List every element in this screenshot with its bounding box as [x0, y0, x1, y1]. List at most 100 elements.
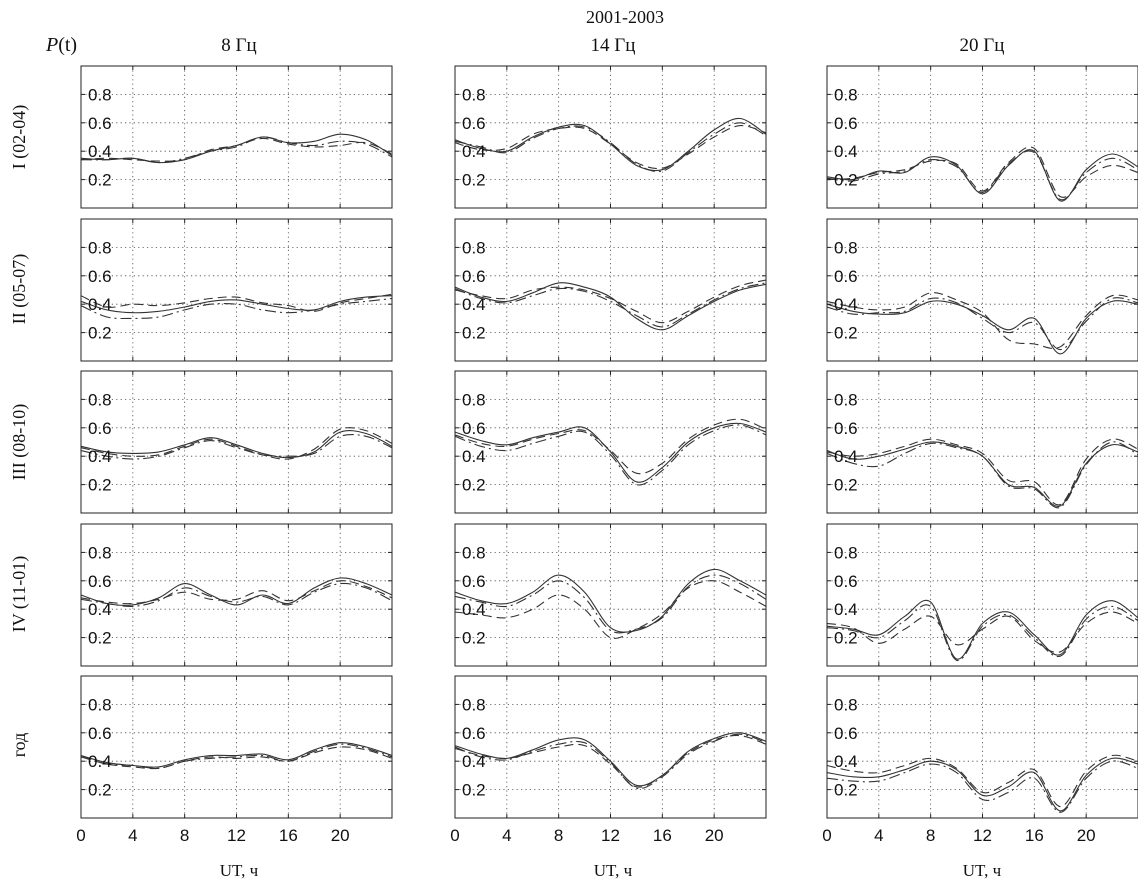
x-tick-label: 12 — [227, 826, 246, 845]
y-tick-label: 0.8 — [462, 695, 486, 714]
y-tick-label: 0.2 — [834, 171, 858, 190]
series-line-dashdot — [455, 424, 766, 486]
y-tick-label: 0.4 — [462, 142, 486, 161]
series-line-solid — [455, 422, 766, 483]
y-tick-label: 0.6 — [88, 267, 112, 286]
y-tick-label: 0.4 — [88, 142, 112, 161]
y-tick-label: 0.4 — [462, 295, 486, 314]
y-tick-label: 0.6 — [462, 419, 486, 438]
y-tick-label: 0.4 — [88, 600, 112, 619]
series-line-solid — [827, 149, 1138, 202]
y-tick-label: 0.2 — [88, 476, 112, 495]
x-tick-label: 12 — [973, 826, 992, 845]
series-line-dashdot — [81, 433, 392, 460]
y-tick-label: 0.8 — [462, 238, 486, 257]
x-tick-label: 16 — [653, 826, 672, 845]
y-axis-symbol-main: P — [45, 34, 58, 56]
y-tick-label: 0.8 — [462, 85, 486, 104]
series-group — [81, 577, 392, 607]
y-tick-label: 0.2 — [834, 781, 858, 800]
y-tick-label: 0.8 — [834, 390, 858, 409]
series-line-dashed — [455, 125, 766, 170]
series-line-solid — [81, 742, 392, 768]
series-group — [455, 117, 766, 173]
panel-ii-8hz: 0.2 0.4 0.6 0.8 — [80, 218, 393, 362]
y-tick-label: 0.4 — [462, 447, 486, 466]
series-line-solid — [81, 295, 392, 314]
panel-i-8hz: 0.2 0.4 0.6 0.8 — [80, 65, 393, 209]
y-tick-label: 0.4 — [834, 600, 858, 619]
y-tick-label: 0.2 — [462, 476, 486, 495]
y-tick-label: 0.2 — [462, 171, 486, 190]
series-line-dashed — [81, 580, 392, 605]
x-tick-label: 4 — [874, 826, 883, 845]
panel-i-14hz: 0.2 0.4 0.6 0.8 — [454, 65, 767, 209]
series-line-dashed — [455, 418, 766, 475]
series-line-dashdot — [827, 150, 1138, 201]
panel-year-14hz: 0.2 0.4 0.6 0.8 0 4 8 12 16 20 — [450, 675, 767, 845]
x-tick-label: 20 — [705, 826, 724, 845]
column-labels: 8 Гц 14 Гц 20 Гц — [221, 35, 1004, 56]
x-tick-label: 16 — [279, 826, 298, 845]
series-line-dashdot — [455, 733, 766, 790]
y-tick-label: 0.6 — [462, 267, 486, 286]
series-line-solid — [455, 732, 766, 787]
x-tick-label: 0 — [450, 826, 459, 845]
y-tick-label: 0.4 — [834, 295, 858, 314]
figure-title: 2001-2003 — [586, 7, 664, 27]
y-tick-label: 0.6 — [834, 419, 858, 438]
x-tick-label: 16 — [1025, 826, 1044, 845]
y-axis-symbol: P(t) — [45, 34, 77, 56]
series-group — [827, 292, 1138, 355]
x-tick-label: 12 — [601, 826, 620, 845]
y-tick-label: 0.8 — [88, 695, 112, 714]
series-line-solid — [455, 117, 766, 172]
series-group — [81, 742, 392, 770]
y-tick-label: 0.2 — [462, 324, 486, 343]
y-tick-label: 0.4 — [462, 752, 486, 771]
panel-i-20hz: 0.2 0.4 0.6 0.8 — [826, 65, 1138, 209]
x-tick-label: 8 — [180, 826, 189, 845]
series-group — [827, 754, 1138, 813]
row-label-i: I (02-04) — [9, 105, 30, 169]
series-line-solid — [827, 300, 1138, 355]
row-label-iii: III (08-10) — [9, 404, 30, 480]
y-tick-label: 0.8 — [834, 85, 858, 104]
panel-ii-14hz: 0.2 0.4 0.6 0.8 — [454, 218, 767, 362]
series-line-dashdot — [81, 136, 392, 164]
series-group — [81, 427, 392, 460]
y-tick-label: 0.6 — [88, 572, 112, 591]
panel-iii-14hz: 0.2 0.4 0.6 0.8 — [454, 370, 767, 514]
y-tick-label: 0.8 — [88, 238, 112, 257]
y-tick-label: 0.4 — [834, 752, 858, 771]
series-line-dashdot — [455, 574, 766, 634]
series-line-solid — [827, 599, 1138, 660]
series-line-solid — [81, 577, 392, 606]
panel-iii-20hz: 0.2 0.4 0.6 0.8 — [826, 370, 1138, 514]
row-label-ii: II (05-07) — [9, 254, 30, 324]
y-tick-label: 0.2 — [88, 324, 112, 343]
series-line-dashed — [81, 427, 392, 460]
series-group — [81, 293, 392, 320]
panel-iv-14hz: 0.2 0.4 0.6 0.8 — [454, 523, 767, 667]
series-group — [455, 568, 766, 639]
series-line-solid — [827, 757, 1138, 812]
y-axis-symbol-arg: (t) — [58, 34, 77, 56]
panel-year-8hz: 0.2 0.4 0.6 0.8 0 4 8 12 16 20 — [76, 675, 393, 845]
y-tick-label: 0.6 — [462, 724, 486, 743]
column-label-8hz: 8 Гц — [221, 35, 256, 56]
y-tick-label: 0.8 — [88, 85, 112, 104]
y-tick-label: 0.6 — [88, 419, 112, 438]
series-line-dashed — [81, 746, 392, 770]
series-line-dashdot — [455, 122, 766, 173]
y-tick-label: 0.2 — [462, 781, 486, 800]
series-line-dashed — [827, 292, 1138, 350]
x-axis-label-col3: UT, ч — [963, 861, 1002, 880]
y-tick-label: 0.2 — [88, 171, 112, 190]
x-axis-label-col2: UT, ч — [594, 861, 633, 880]
column-label-20hz: 20 Гц — [960, 35, 1005, 56]
series-group — [455, 279, 766, 331]
series-line-dashdot — [827, 604, 1138, 661]
panel-ii-20hz: 0.2 0.4 0.6 0.8 — [826, 218, 1138, 362]
series-line-dashed — [81, 293, 392, 312]
